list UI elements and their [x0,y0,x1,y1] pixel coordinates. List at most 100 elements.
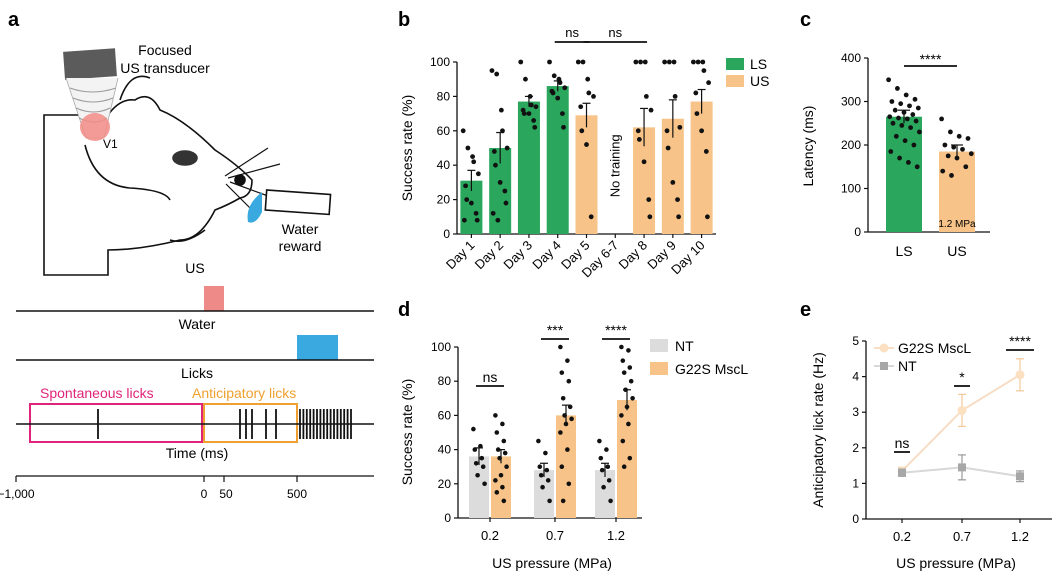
chart-b-point [526,111,532,116]
chart-b-point [584,142,589,147]
chart-b-point [677,124,683,130]
chart-c-bar-annotation: 1.2 MPa [938,219,976,230]
chart-d-legend-label: G22S MscL [675,361,748,377]
chart-c-ytick-label: 400 [841,51,861,65]
transducer-label-line2: US transducer [120,60,210,76]
chart-d-point [493,413,498,418]
time-axis-label: Time (ms) [166,445,228,461]
chart-e-ytick-label: 5 [852,334,859,348]
chart-e-xlabel: US pressure (MPa) [896,555,1016,571]
chart-c-point [917,129,922,135]
chart-d-point [626,348,631,353]
chart-d-point [628,378,634,384]
chart-d-xlabel: US pressure (MPa) [492,555,612,571]
chart-d-point [565,447,570,452]
chart-c-point [951,144,957,150]
us-row-label: US [185,260,204,276]
chart-d-category-label: 0.7 [546,528,564,543]
us-pulse-block [204,286,224,311]
chart-b-point [500,128,505,134]
water-spout [247,189,332,223]
chart-e-ylabel: Anticipatory lick rate (Hz) [810,352,826,508]
chart-d-point [627,365,633,370]
chart-d-bar [534,470,554,518]
chart-b-category-label: Day 3 [500,238,535,273]
chart-d-point [547,498,552,504]
chart-b-point [521,111,527,116]
chart-b-category-label: Day 8 [616,238,651,273]
chart-b-point [642,59,648,65]
chart-b-ytick-label: 80 [437,89,451,103]
chart-b-point [675,197,680,203]
chart-b-gap-annotation: No training [607,134,622,197]
chart-d-point [504,464,509,470]
panel-label-c: c [800,9,811,31]
chart-b-category-label: Day 2 [472,238,507,273]
chart-d-point [543,450,548,456]
chart-c-point [901,109,907,115]
chart-b-point [641,159,647,165]
chart-b-point [664,128,670,134]
chart-d-ytick-label: 0 [444,511,451,525]
chart-e-category-label: 0.2 [893,529,911,544]
chart-b-point [561,124,566,130]
chart-d-point [598,455,604,461]
chart-b-point [555,95,561,101]
focal-spot-icon [80,113,110,141]
chart-d-point [560,396,566,401]
chart-b-bar [517,101,540,234]
chart-c-point [888,149,894,154]
chart-d-ylabel: Success rate (%) [399,379,415,486]
chart-b-point [560,111,565,116]
chart-b-point [494,71,500,77]
chart-b-point [588,214,594,220]
chart-b-point [694,111,700,116]
chart-c-ytick-label: 300 [841,95,861,109]
anticipatory-window [203,403,298,443]
chart-d-point [544,467,550,473]
chart-c-bar [886,116,922,232]
chart-e-ytick-label: 3 [852,405,859,419]
chart-c-point [893,133,899,139]
chart-b-point [547,59,552,65]
chart-c-point [956,133,962,139]
chart-e-significance-label: ns [895,435,910,451]
chart-b-bar [690,101,713,234]
chart-b-point [695,59,701,65]
chart-b-point [579,128,585,134]
chart-e-legend-label: NT [898,358,917,374]
water-drop-icon [247,192,262,223]
chart-d-significance-label: **** [605,322,627,338]
chart-e-point [1015,370,1025,380]
chart-d-point [620,438,626,444]
chart-b-point [502,188,508,194]
chart-b-ytick-label: 0 [443,227,450,241]
chart-c-point [945,153,951,159]
chart-c-point [892,107,898,113]
chart-b-point [578,104,584,110]
chart-b-bar [546,86,569,234]
chart-b-point [636,137,642,142]
chart-b-point [532,124,538,130]
chart-e-ytick-label: 2 [852,441,859,455]
chart-c-point [914,164,920,170]
chart-c-category-label: US [947,243,966,259]
chart-b-point [470,154,475,160]
chart-b-ytick-label: 20 [437,193,451,207]
chart-c-point [963,164,969,170]
chart-d-bar [469,456,489,518]
chart-c-point [897,155,902,161]
chart-b-ytick-label: 100 [430,55,450,69]
chart-b-point [557,80,563,86]
chart-d-point [566,481,572,487]
chart-d-legend-label: NT [675,338,694,354]
chart-d-point [493,478,498,483]
chart-e-legend-marker [879,343,889,353]
chart-d-point [537,464,543,470]
chart-d-point [626,421,631,427]
chart-c-point [902,138,908,144]
chart-e-ytick-label: 0 [852,512,859,526]
chart-b-ytick-label: 60 [437,124,451,138]
chart-e-legend-marker [880,362,888,370]
